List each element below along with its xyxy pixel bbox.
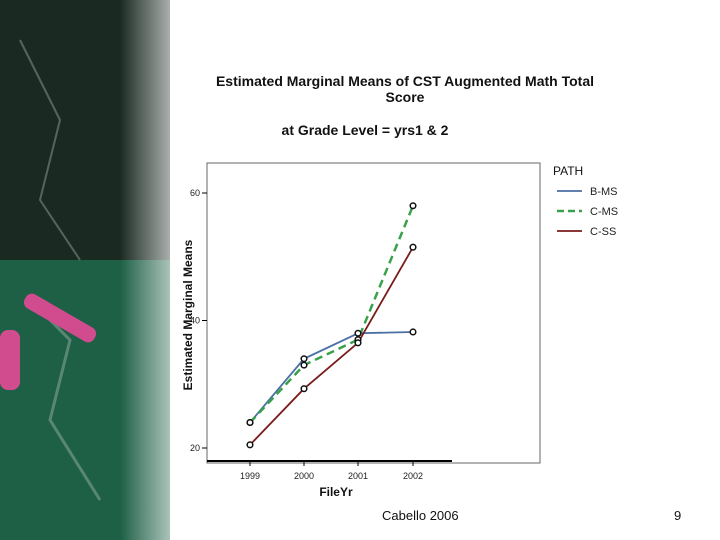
- series-line-c-ms: [249, 205, 415, 424]
- x-axis-label: FileYr: [319, 485, 353, 499]
- footer-author: Cabello 2006: [382, 508, 459, 523]
- point-c-ss-1999: [246, 441, 254, 449]
- chart-subtitle: at Grade Level = yrs1 & 2: [281, 122, 449, 138]
- x-tick-label-2001: 2001: [348, 471, 368, 481]
- plot-frame: [206, 162, 541, 464]
- y-tick-label-20: 20: [190, 443, 200, 453]
- chart-title-line2: Score: [385, 89, 425, 105]
- legend-label-c-ms: C-MS: [590, 206, 618, 218]
- chart-title: Estimated Marginal Means of CST Augmente…: [200, 73, 610, 105]
- x-tick-label-1999: 1999: [240, 471, 260, 481]
- point-c-ms-1999: [246, 418, 254, 427]
- page-number: 9: [674, 508, 682, 523]
- y-tick-label-40: 40: [190, 316, 200, 326]
- background-fade: [120, 0, 200, 540]
- chart-title-line1: Estimated Marginal Means of CST Augmente…: [215, 73, 595, 89]
- legend-label-b-ms: B-MS: [590, 186, 618, 198]
- point-c-ss-2001: [354, 339, 362, 347]
- point-c-ms-2002: [409, 202, 417, 210]
- point-c-ss-2002: [409, 243, 417, 251]
- legend-title: PATH: [553, 164, 583, 178]
- point-b-ms-2002: [409, 328, 417, 336]
- legend-label-c-ss: C-SS: [590, 226, 616, 238]
- y-tick-label-60: 60: [190, 188, 200, 198]
- series-line-b-ms: [249, 331, 414, 424]
- point-b-ms-2001: [354, 329, 362, 337]
- y-axis-label: Estimated Marginal Means: [181, 239, 195, 390]
- x-tick-label-2002: 2002: [403, 471, 423, 481]
- series-line-c-ss: [249, 246, 414, 446]
- point-c-ss-2000: [300, 385, 308, 393]
- point-c-ms-2000: [300, 361, 308, 369]
- point-b-ms-2000: [300, 355, 308, 363]
- x-tick-label-2000: 2000: [294, 471, 314, 481]
- legend: PATH B-MS C-MS C-SS: [553, 164, 618, 238]
